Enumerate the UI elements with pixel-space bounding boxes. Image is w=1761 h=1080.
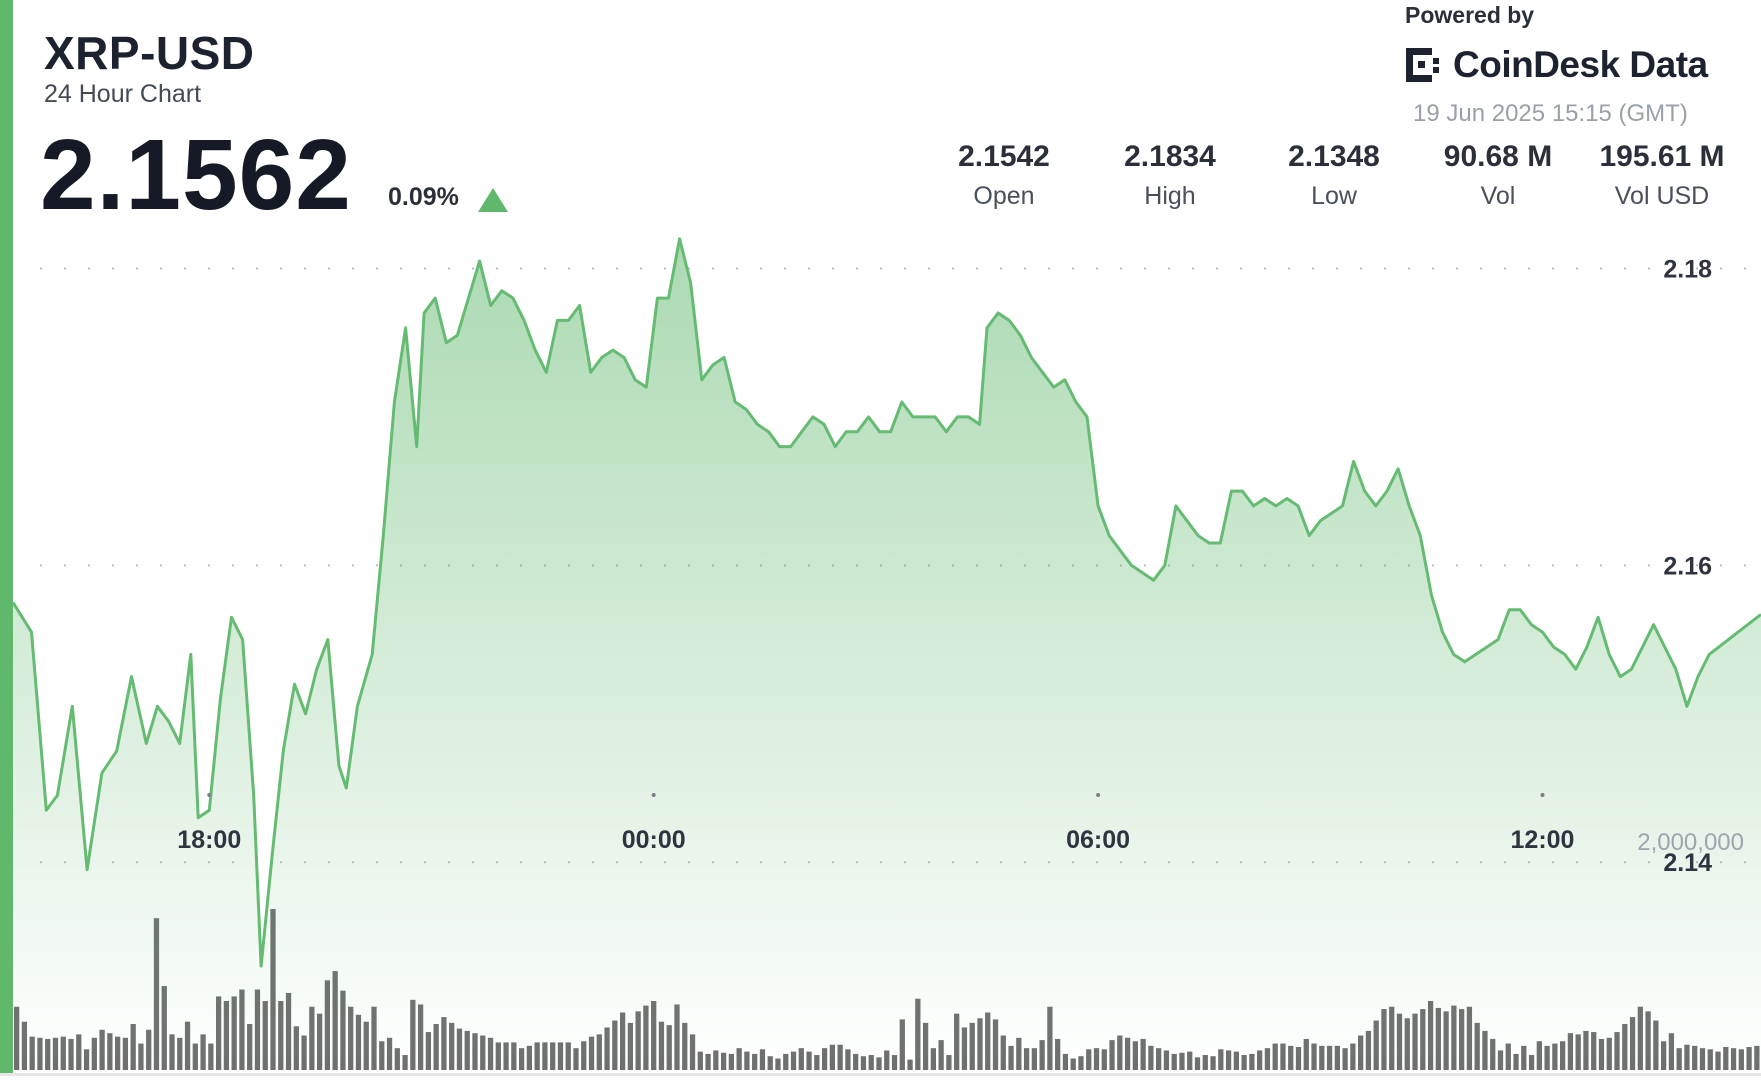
stat-vol-label: Vol	[1480, 182, 1516, 210]
stat-high-label: High	[1144, 182, 1196, 210]
stat-vol-usd: 195.61 M Vol USD	[1582, 140, 1742, 211]
brand-logo: CoinDesk Data	[1403, 40, 1708, 90]
stat-vol-usd-label: Vol USD	[1614, 182, 1710, 210]
volume-axis-label: 2,000,000	[1637, 829, 1744, 856]
x-tick-mark	[651, 793, 656, 797]
x-tick-mark	[1096, 793, 1101, 797]
price-area	[13, 238, 1761, 1071]
stat-high-value: 2.1834	[1124, 140, 1216, 173]
x-tick-label: 00:00	[622, 826, 686, 854]
x-tick-label: 18:00	[177, 826, 241, 854]
x-tick-label: 06:00	[1066, 826, 1130, 854]
y-tick-label: 2.14	[1663, 849, 1712, 877]
x-tick-label: 12:00	[1511, 826, 1575, 854]
y-tick-label: 2.16	[1663, 552, 1712, 580]
y-tick-label: 2.18	[1663, 255, 1712, 283]
chart-subtitle: 24 Hour Chart	[44, 80, 202, 108]
stat-open-value: 2.1542	[958, 140, 1050, 173]
stat-high: 2.1834 High	[1090, 140, 1250, 211]
accent-bar	[0, 0, 13, 1073]
stat-vol-value: 90.68 M	[1443, 140, 1553, 173]
stat-low-value: 2.1348	[1288, 140, 1380, 173]
timestamp: 19 Jun 2025 15:15 (GMT)	[1413, 100, 1688, 127]
coindesk-logo-icon	[1406, 48, 1439, 82]
price-line	[11, 237, 1761, 968]
up-arrow-icon	[478, 188, 508, 212]
x-axis-ticks: 18:00 00:00 06:00 12:00	[177, 793, 1574, 854]
stat-vol: 90.68 M Vol	[1418, 140, 1578, 211]
current-price: 2.1562	[40, 119, 352, 231]
stat-low: 2.1348 Low	[1254, 140, 1414, 211]
pair-title: XRP-USD	[44, 27, 255, 79]
stat-open: 2.1542 Open	[924, 140, 1084, 211]
x-tick-mark	[207, 793, 212, 797]
y-axis-ticks: 2.18 2.16 2.14	[1663, 255, 1712, 877]
stat-low-label: Low	[1311, 182, 1357, 210]
stat-open-label: Open	[973, 182, 1035, 210]
price-change-percent: 0.09%	[388, 183, 459, 211]
x-tick-mark	[1540, 793, 1545, 797]
brand-name: CoinDesk Data	[1453, 44, 1708, 85]
stat-vol-usd-value: 195.61 M	[1599, 140, 1725, 173]
powered-by-label: Powered by	[1405, 2, 1535, 28]
